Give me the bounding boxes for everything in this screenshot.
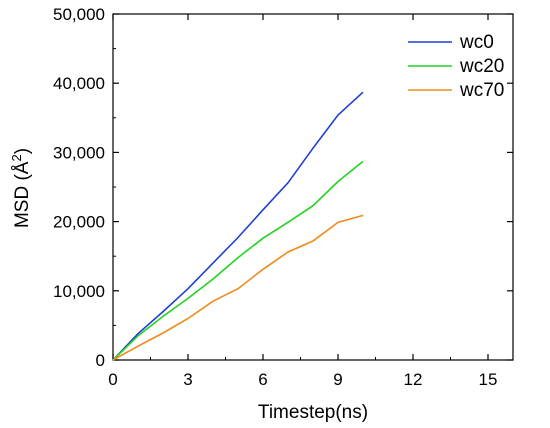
axis-ticks xyxy=(112,13,513,361)
series-line-wc0 xyxy=(112,91,364,361)
legend-label-wc0: wc0 xyxy=(459,32,494,53)
legend-label-wc20: wc20 xyxy=(459,56,504,77)
x-tick-label: 9 xyxy=(333,370,342,389)
x-tick-label: 6 xyxy=(258,370,267,389)
y-axis-label: MSD (Å2) xyxy=(9,148,33,228)
y-tick-label: 30,000 xyxy=(53,143,105,162)
legend-label-wc70: wc70 xyxy=(459,80,504,101)
series-line-wc70 xyxy=(112,214,364,361)
series-lines xyxy=(112,91,364,361)
legend: wc0 wc20 wc70 xyxy=(408,32,504,101)
x-tick-label: 3 xyxy=(183,370,192,389)
y-tick-label: 40,000 xyxy=(53,74,105,93)
x-tick-label: 15 xyxy=(479,370,498,389)
x-tick-label: 12 xyxy=(404,370,423,389)
y-tick-label: 10,000 xyxy=(53,282,105,301)
y-tick-label: 20,000 xyxy=(53,213,105,232)
x-tick-label: 0 xyxy=(108,370,117,389)
tick-labels: 0 3 6 9 12 15 0 10,000 20,000 30,000 40,000 50,000 xyxy=(53,5,497,389)
y-tick-label: 0 xyxy=(96,351,105,370)
y-tick-label: 50,000 xyxy=(53,5,105,24)
x-axis-label: Timestep(ns) xyxy=(258,402,368,423)
series-line-wc20 xyxy=(112,160,364,361)
plot-frame xyxy=(112,13,514,361)
